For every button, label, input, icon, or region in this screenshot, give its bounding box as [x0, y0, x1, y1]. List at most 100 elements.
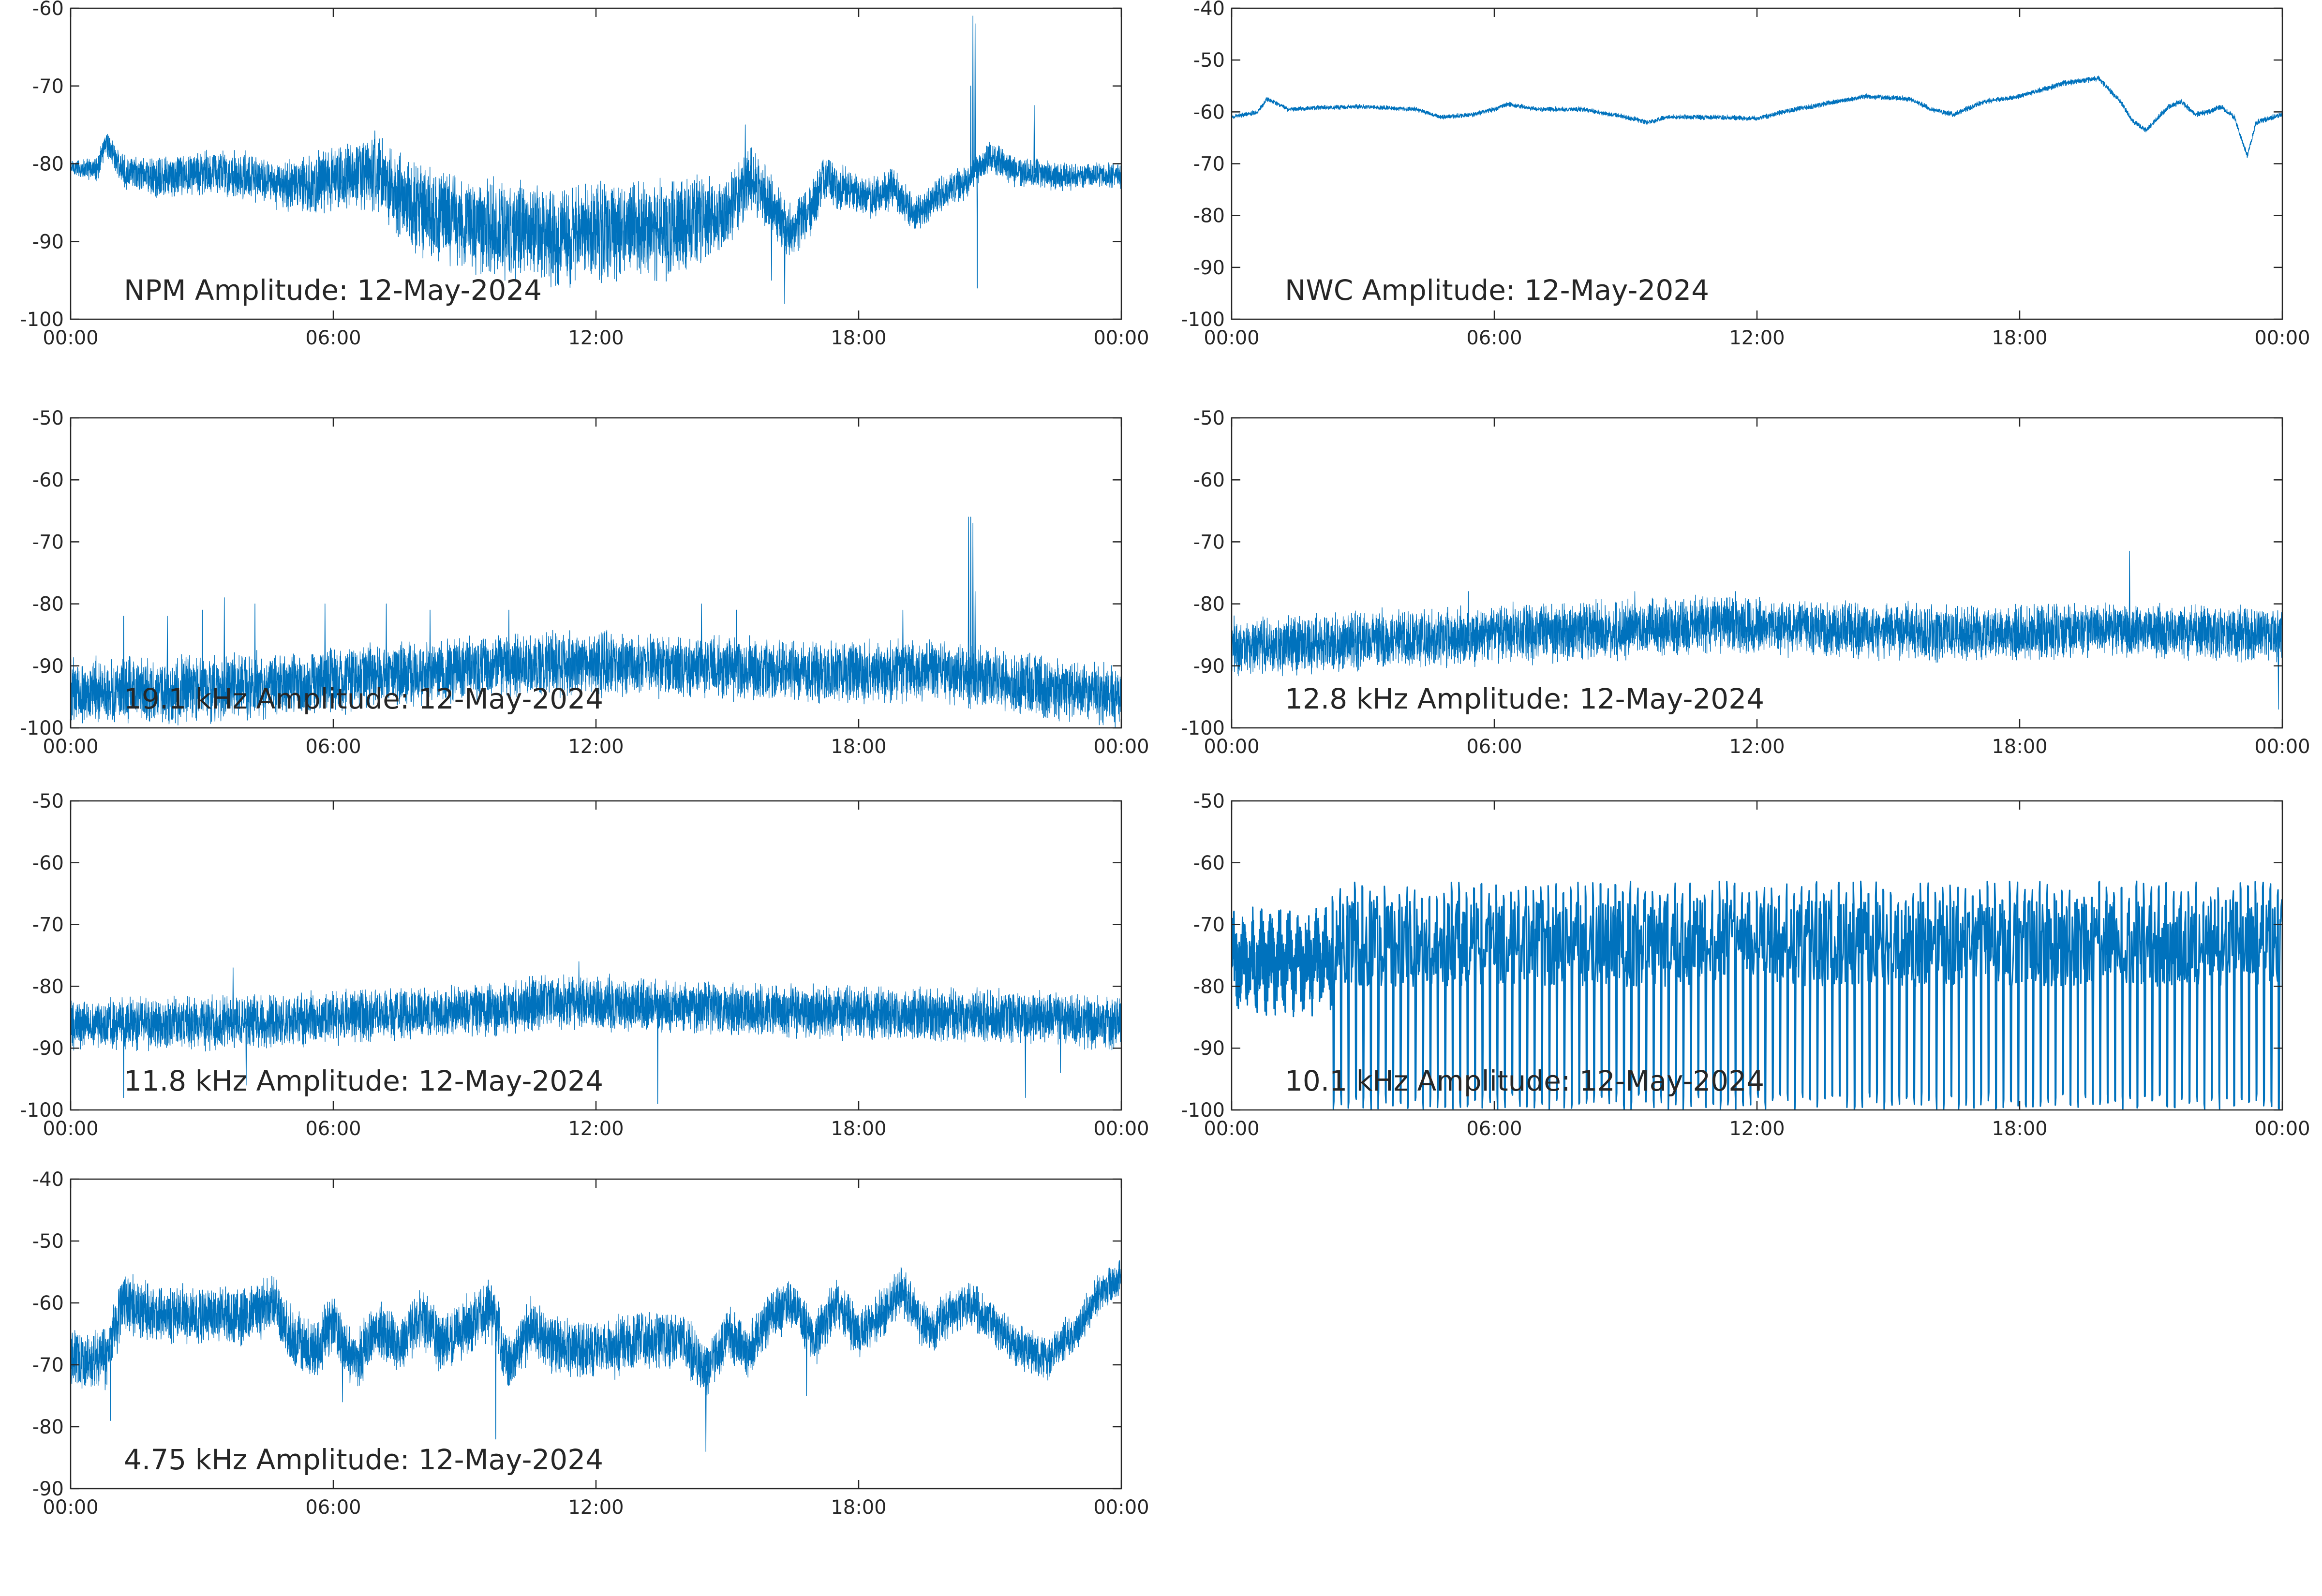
x-tick-label: 00:00: [2254, 736, 2310, 758]
x-tick-label: 18:00: [1992, 327, 2047, 349]
y-tick-label: -100: [1181, 1099, 1225, 1122]
x-tick-label: 06:00: [1466, 736, 1522, 758]
chart-title: NPM Amplitude: 12-May-2024: [124, 274, 542, 307]
x-tick-label: 06:00: [305, 1496, 361, 1519]
y-tick-label: -50: [1193, 407, 1225, 429]
y-tick-label: -60: [32, 1292, 64, 1315]
y-tick-label: -70: [32, 531, 64, 553]
y-tick-label: -60: [32, 0, 64, 20]
series-line: [1232, 880, 2282, 1110]
y-tick-label: -50: [32, 407, 64, 429]
x-tick-label: 18:00: [831, 1496, 886, 1519]
x-tick-label: 00:00: [43, 327, 98, 349]
x-tick-label: 00:00: [1204, 1118, 1259, 1140]
y-tick-label: -70: [32, 914, 64, 936]
y-tick-label: -60: [1193, 852, 1225, 874]
y-tick-label: -80: [32, 1416, 64, 1438]
x-tick-label: 06:00: [305, 327, 361, 349]
x-tick-label: 00:00: [2254, 1118, 2310, 1140]
y-tick-label: -90: [1193, 257, 1225, 279]
y-tick-label: -60: [32, 852, 64, 874]
x-tick-label: 18:00: [831, 1118, 886, 1140]
x-tick-label: 06:00: [305, 1118, 361, 1140]
y-tick-label: -80: [32, 975, 64, 998]
y-tick-label: -90: [32, 231, 64, 253]
x-tick-label: 00:00: [43, 1496, 98, 1519]
y-tick-label: -100: [1181, 717, 1225, 739]
y-tick-label: -80: [1193, 593, 1225, 616]
x-tick-label: 12:00: [1729, 1118, 1785, 1140]
x-tick-label: 18:00: [831, 327, 886, 349]
x-tick-label: 00:00: [1093, 736, 1149, 758]
x-tick-label: 12:00: [568, 1496, 624, 1519]
series-line: [71, 961, 1121, 1104]
x-tick-label: 12:00: [1729, 327, 1785, 349]
chart-title: NWC Amplitude: 12-May-2024: [1285, 274, 1709, 307]
chart-title: 12.8 kHz Amplitude: 12-May-2024: [1285, 682, 1764, 715]
axes-box: [1231, 417, 2283, 729]
y-tick-label: -70: [1193, 914, 1225, 936]
y-tick-label: -90: [1193, 1037, 1225, 1060]
x-tick-label: 00:00: [43, 1118, 98, 1140]
y-tick-label: -70: [1193, 153, 1225, 176]
y-tick-label: -50: [1193, 49, 1225, 72]
x-tick-label: 12:00: [568, 736, 624, 758]
x-tick-label: 00:00: [2254, 327, 2310, 349]
x-tick-label: 06:00: [1466, 1118, 1522, 1140]
y-tick-label: -50: [1193, 790, 1225, 813]
y-tick-label: -80: [32, 593, 64, 616]
series-line: [71, 1260, 1121, 1452]
y-tick-label: -100: [20, 717, 64, 739]
y-tick-label: -100: [1181, 309, 1225, 331]
chart-title: 11.8 kHz Amplitude: 12-May-2024: [124, 1064, 603, 1097]
axes-box: [70, 800, 1122, 1111]
chart-title: 10.1 kHz Amplitude: 12-May-2024: [1285, 1064, 1764, 1097]
y-tick-label: -100: [20, 1099, 64, 1122]
series-line: [71, 517, 1121, 728]
y-tick-label: -40: [32, 1168, 64, 1191]
y-tick-label: -90: [1193, 655, 1225, 678]
y-tick-label: -50: [32, 790, 64, 813]
series-line: [71, 15, 1121, 304]
chart-title: 19.1 kHz Amplitude: 12-May-2024: [124, 682, 603, 715]
y-tick-label: -70: [32, 75, 64, 98]
y-tick-label: -50: [32, 1230, 64, 1253]
y-tick-label: -60: [1193, 101, 1225, 123]
y-tick-label: -40: [1193, 0, 1225, 20]
x-tick-label: 18:00: [1992, 1118, 2047, 1140]
y-tick-label: -90: [32, 1478, 64, 1500]
x-tick-label: 00:00: [1093, 1118, 1149, 1140]
x-tick-label: 00:00: [1093, 327, 1149, 349]
series-line: [1232, 550, 2282, 710]
x-tick-label: 12:00: [568, 1118, 624, 1140]
x-tick-label: 18:00: [831, 736, 886, 758]
x-tick-label: 00:00: [43, 736, 98, 758]
y-tick-label: -60: [1193, 469, 1225, 491]
x-tick-label: 00:00: [1093, 1496, 1149, 1519]
x-tick-label: 06:00: [1466, 327, 1522, 349]
y-tick-label: -60: [32, 469, 64, 491]
y-tick-label: -90: [32, 1037, 64, 1060]
axes-box: [70, 7, 1122, 320]
y-tick-label: -70: [32, 1354, 64, 1376]
y-tick-label: -70: [1193, 531, 1225, 553]
y-tick-label: -100: [20, 309, 64, 331]
y-tick-label: -80: [1193, 205, 1225, 227]
axes-box: [1231, 7, 2283, 320]
x-tick-label: 06:00: [305, 736, 361, 758]
y-tick-label: -80: [1193, 975, 1225, 998]
chart-title: 4.75 kHz Amplitude: 12-May-2024: [124, 1443, 603, 1476]
x-tick-label: 00:00: [1204, 327, 1259, 349]
y-tick-label: -80: [32, 153, 64, 176]
series-line: [1232, 75, 2282, 158]
y-tick-label: -90: [32, 655, 64, 678]
x-tick-label: 00:00: [1204, 736, 1259, 758]
